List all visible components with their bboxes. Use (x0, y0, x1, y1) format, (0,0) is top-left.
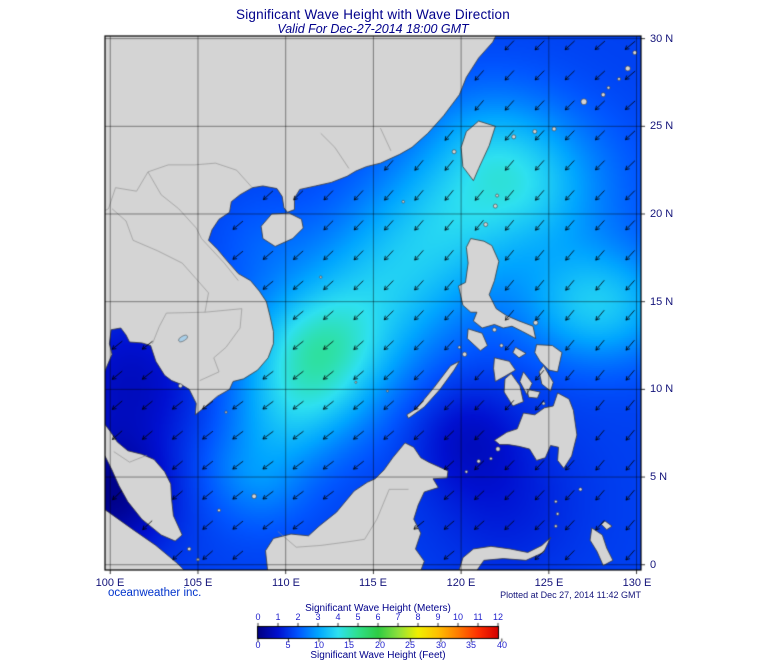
feet-tick-label: 35 (465, 640, 477, 650)
lon-tick-label: 100 E (95, 577, 125, 589)
feet-tick-label: 0 (255, 640, 261, 650)
meters-tick-label: 0 (255, 612, 261, 622)
meters-tick-label: 4 (335, 612, 341, 622)
feet-tick-label: 15 (343, 640, 355, 650)
lon-tick-label: 105 E (183, 577, 213, 589)
feet-tick-label: 20 (374, 640, 386, 650)
feet-tick-label: 40 (496, 640, 508, 650)
meters-tick-label: 9 (435, 612, 441, 622)
lat-tick-label: 20 N (650, 208, 674, 220)
meters-tick-label: 3 (315, 612, 321, 622)
legend-meters-label: Significant Wave Height (Meters) (305, 603, 451, 614)
lat-tick-label: 25 N (650, 120, 674, 132)
lon-tick-label: 110 E (272, 577, 300, 589)
lat-tick-label: 15 N (650, 296, 674, 308)
meters-tick-label: 6 (375, 612, 381, 622)
chart-title: Significant Wave Height with Wave Direct… (236, 7, 510, 22)
meters-tick-label: 7 (395, 612, 401, 622)
lon-tick-label: 125 E (534, 577, 564, 589)
colorbar (252, 621, 512, 643)
lon-tick-label: 130 E (622, 577, 652, 589)
chart-subtitle: Valid For Dec-27-2014 18:00 GMT (277, 22, 469, 36)
meters-tick-label: 8 (415, 612, 421, 622)
credit-text: oceanweather inc. (108, 587, 202, 599)
feet-tick-label: 30 (435, 640, 447, 650)
lat-tick-label: 0 (650, 559, 657, 571)
lon-tick-label: 120 E (446, 577, 476, 589)
feet-tick-label: 5 (285, 640, 291, 650)
lon-tick-label: 115 E (359, 577, 387, 589)
feet-tick-label: 10 (313, 640, 325, 650)
meters-tick-label: 11 (473, 612, 483, 622)
meters-tick-label: 10 (452, 612, 464, 622)
lat-tick-label: 10 N (650, 383, 674, 395)
legend-feet-label: Significant Wave Height (Feet) (310, 650, 446, 661)
meters-tick-label: 2 (295, 612, 301, 622)
lat-tick-label: 30 N (650, 33, 674, 45)
meters-tick-label: 1 (275, 612, 281, 622)
meters-tick-label: 5 (355, 612, 361, 622)
plotted-timestamp: Plotted at Dec 27, 2014 11:42 GMT (500, 590, 641, 600)
feet-tick-label: 25 (404, 640, 416, 650)
lat-tick-label: 5 N (650, 471, 668, 483)
meters-tick-label: 12 (492, 612, 504, 622)
